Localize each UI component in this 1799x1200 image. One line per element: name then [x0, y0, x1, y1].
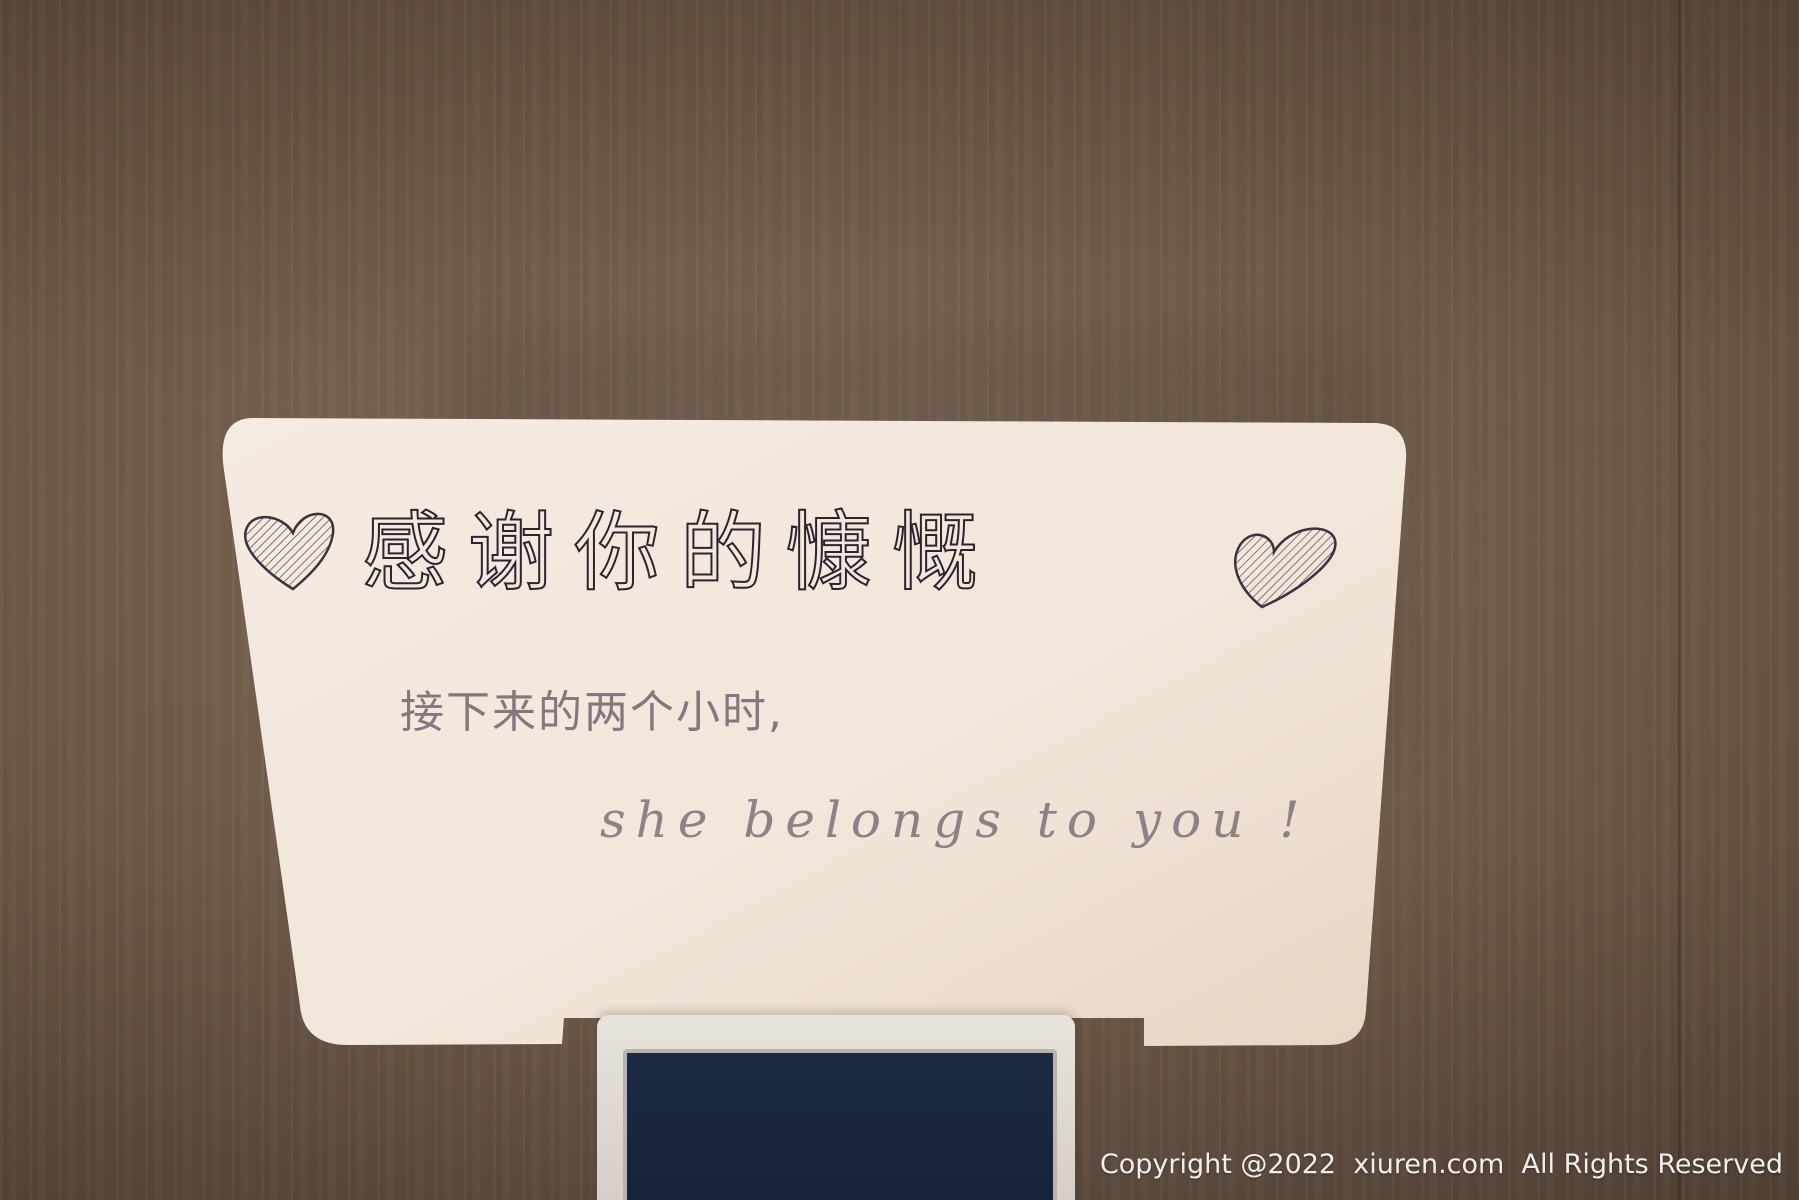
heart-left-icon — [243, 512, 335, 591]
note-line-1: 感谢你的慷慨 — [362, 503, 998, 603]
control-panel-screen — [623, 1049, 1057, 1200]
door-seam — [1678, 0, 1684, 1200]
note-paper — [222, 418, 1407, 1046]
copyright-watermark: Copyright @2022 xiuren.com All Rights Re… — [1099, 1149, 1783, 1180]
wall-control-panel — [597, 1015, 1075, 1200]
note-line-3: she belongs to you ! — [600, 791, 1309, 849]
note-line-2: 接下来的两个小时, — [400, 687, 784, 738]
heart-right-icon — [1234, 527, 1337, 609]
